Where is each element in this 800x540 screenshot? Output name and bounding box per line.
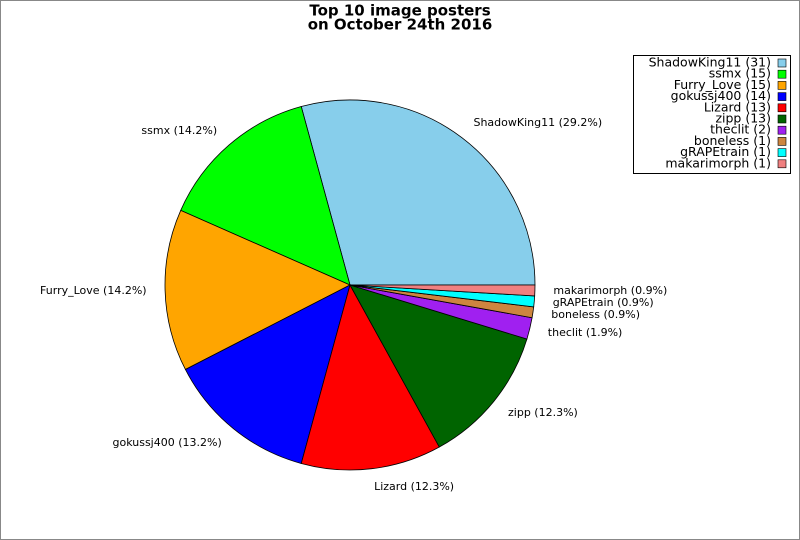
slice-label: gokussj400 (13.2%) bbox=[113, 436, 222, 449]
legend-swatch bbox=[777, 92, 787, 101]
slice-label: ssmx (14.2%) bbox=[141, 124, 217, 137]
slice-label: boneless (0.9%) bbox=[551, 308, 640, 321]
legend-label: gRAPEtrain (1) bbox=[680, 144, 771, 159]
slice-label: Lizard (12.3%) bbox=[374, 480, 454, 493]
pie-slice bbox=[184, 284, 351, 464]
pie-slice bbox=[300, 283, 440, 471]
pie-slice bbox=[164, 209, 351, 371]
legend-label: Furry_Love (15) bbox=[674, 77, 771, 92]
slice-label: zipp (12.3%) bbox=[508, 406, 578, 419]
legend-swatch bbox=[777, 148, 787, 157]
legend-label: Lizard (13) bbox=[704, 99, 771, 114]
legend-swatch bbox=[777, 103, 787, 113]
pie-slice bbox=[349, 284, 536, 297]
legend-swatch bbox=[777, 137, 787, 146]
slice-label: Furry_Love (14.2%) bbox=[40, 284, 147, 297]
slice-label: makarimorph (0.9%) bbox=[553, 284, 667, 297]
chart-title: on October 24th 2016 bbox=[308, 16, 493, 34]
pie-slice bbox=[180, 106, 351, 286]
legend-label: zipp (13) bbox=[715, 111, 771, 126]
legend-swatch bbox=[777, 159, 787, 169]
legend-box bbox=[633, 55, 791, 174]
legend-label: theclit (2) bbox=[710, 122, 771, 137]
slice-label: theclit (1.9%) bbox=[548, 326, 623, 339]
legend-label: makarimorph (1) bbox=[665, 155, 771, 170]
legend-swatch bbox=[777, 69, 787, 79]
legend-label: ShadowKing11 (31) bbox=[649, 55, 771, 70]
pie-slice bbox=[349, 284, 528, 448]
slice-label: ShadowKing11 (29.2%) bbox=[473, 116, 602, 129]
legend-swatch bbox=[777, 125, 787, 135]
legend-swatch bbox=[777, 58, 787, 68]
slice-label: gRAPEtrain (0.9%) bbox=[553, 296, 654, 309]
legend-swatch bbox=[777, 114, 787, 124]
legend-label: gokussj400 (14) bbox=[671, 88, 771, 103]
legend-swatch bbox=[777, 81, 787, 90]
legend-label: boneless (1) bbox=[694, 133, 771, 148]
pie-slice bbox=[300, 99, 536, 286]
legend-label: ssmx (15) bbox=[709, 66, 771, 81]
chart-title: Top 10 image posters bbox=[309, 2, 490, 20]
